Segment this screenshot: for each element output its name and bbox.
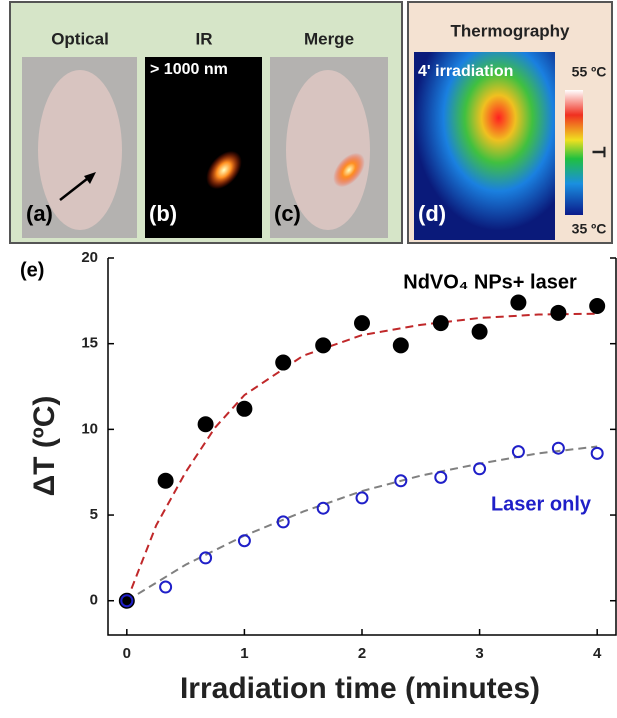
figure: Optical IR Merge Thermography (a) (b) (c… bbox=[0, 0, 617, 713]
scale-min: 35 ºC bbox=[572, 221, 607, 237]
series-label: Laser only bbox=[491, 493, 592, 515]
scale-max: 55 ºC bbox=[572, 64, 607, 80]
panel-title: Merge bbox=[304, 29, 354, 48]
colorbar bbox=[565, 90, 583, 215]
x-tick-label: 2 bbox=[358, 645, 366, 662]
data-point bbox=[592, 448, 603, 459]
panel-label: (a) bbox=[26, 201, 53, 226]
data-point bbox=[394, 338, 408, 352]
data-point bbox=[511, 296, 525, 310]
x-tick-label: 1 bbox=[240, 645, 248, 662]
x-tick-label: 4 bbox=[593, 645, 602, 662]
y-tick-label: 0 bbox=[90, 592, 98, 609]
y-axis-title: ΔT (ºC) bbox=[28, 396, 61, 497]
panel-label: (d) bbox=[418, 201, 446, 226]
data-point bbox=[551, 306, 565, 320]
data-point bbox=[435, 472, 446, 483]
data-point bbox=[199, 417, 213, 431]
x-tick-label: 3 bbox=[475, 645, 483, 662]
panel-label: (c) bbox=[274, 201, 301, 226]
data-point bbox=[159, 474, 173, 488]
data-point bbox=[473, 325, 487, 339]
data-point bbox=[355, 316, 369, 330]
data-point bbox=[434, 316, 448, 330]
data-point bbox=[318, 503, 329, 514]
panel-note: > 1000 nm bbox=[150, 61, 228, 78]
series-label: NdVO₄ NPs+ laser bbox=[403, 271, 577, 293]
data-point bbox=[239, 535, 250, 546]
panel-title: IR bbox=[196, 29, 213, 48]
data-point bbox=[513, 446, 524, 457]
panel-title: Thermography bbox=[450, 21, 570, 40]
y-tick-label: 5 bbox=[90, 506, 98, 523]
panel-note: 4' irradiation bbox=[418, 63, 513, 80]
data-point bbox=[276, 356, 290, 370]
panel-title: Optical bbox=[51, 29, 109, 48]
scale-label: T bbox=[588, 147, 608, 158]
data-point bbox=[316, 338, 330, 352]
data-point bbox=[237, 402, 251, 416]
y-tick-label: 15 bbox=[81, 335, 98, 352]
x-axis-title: Irradiation time (minutes) bbox=[180, 672, 540, 705]
data-point bbox=[553, 443, 564, 454]
x-tick-label: 0 bbox=[123, 645, 131, 662]
data-point bbox=[160, 582, 171, 593]
fit-curve bbox=[127, 314, 597, 601]
panel-label: (e) bbox=[20, 259, 44, 281]
data-point bbox=[474, 463, 485, 474]
y-tick-label: 10 bbox=[81, 420, 98, 437]
y-tick-label: 20 bbox=[81, 249, 98, 266]
panel-label: (b) bbox=[149, 201, 177, 226]
data-point bbox=[590, 299, 604, 313]
fit-curve bbox=[127, 447, 597, 601]
data-point bbox=[357, 492, 368, 503]
